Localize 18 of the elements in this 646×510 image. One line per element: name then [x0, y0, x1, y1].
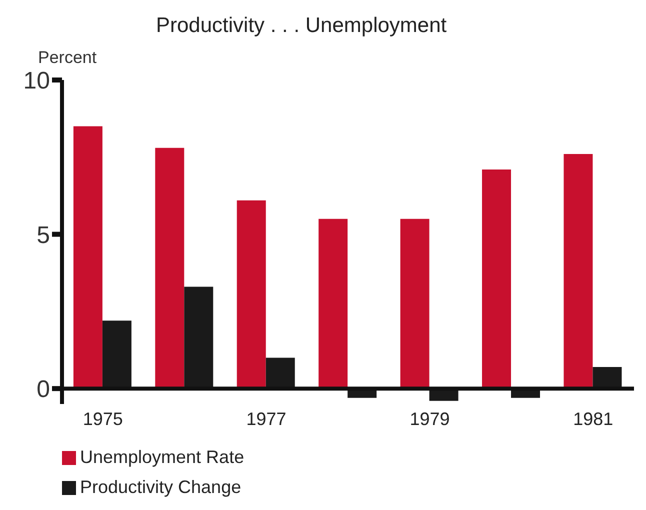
bar [482, 169, 512, 389]
y-axis-title: Percent [38, 48, 97, 68]
x-tick-label: 1979 [410, 408, 450, 429]
bar [73, 126, 102, 389]
legend-label: Productivity Change [80, 477, 242, 497]
x-tick-label: 1975 [82, 408, 123, 429]
x-tick-label: 1981 [573, 408, 614, 429]
y-tick-label: 5 [36, 222, 50, 249]
legend-label: Unemployment Rate [80, 447, 244, 467]
bar [318, 218, 348, 389]
y-tick-label: 10 [23, 68, 50, 95]
chart-title: Productivity . . . Unemployment [156, 14, 447, 38]
y-tick-label: 0 [36, 376, 50, 404]
bar [236, 200, 266, 389]
x-tick-label: 1977 [246, 408, 286, 429]
bar [564, 154, 593, 389]
bar [155, 148, 184, 389]
bar [400, 218, 430, 389]
